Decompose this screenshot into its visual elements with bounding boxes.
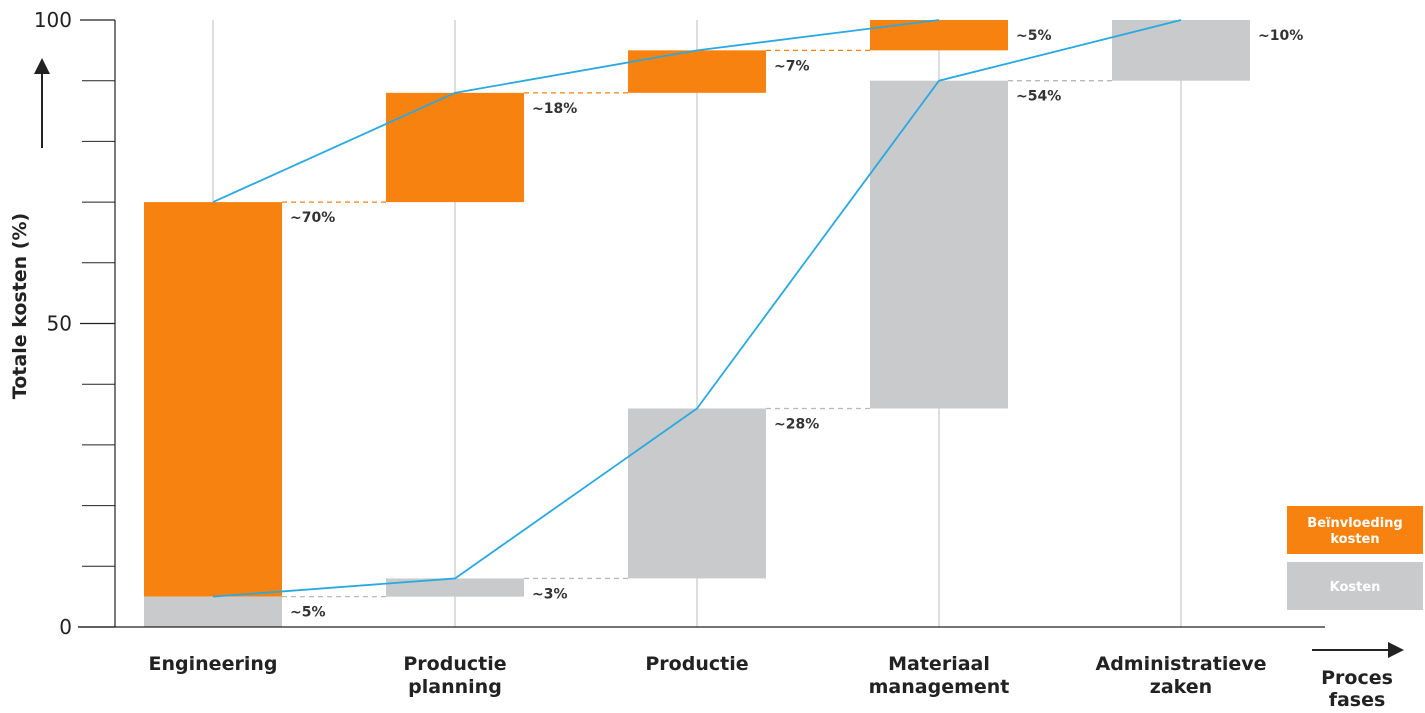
legend-label: Beïnvloeding — [1307, 516, 1402, 531]
legend-label: Kosten — [1330, 580, 1381, 595]
cost-data-label: ~54% — [1016, 89, 1061, 105]
y-tick-label: 0 — [59, 615, 72, 639]
category-label: Productie — [403, 653, 506, 675]
cost-bar — [386, 578, 524, 597]
category-label: planning — [408, 676, 502, 698]
cost-data-label: ~3% — [532, 587, 568, 603]
category-label: Productie — [645, 653, 748, 675]
cost-bar — [870, 80, 1008, 409]
influence-bar — [386, 92, 524, 203]
y-axis-label: Totale kosten (%) — [9, 213, 31, 399]
cost-bar — [1112, 20, 1250, 81]
y-tick-label: 50 — [47, 312, 72, 336]
influence-data-label: ~70% — [290, 210, 335, 226]
influence-bar — [628, 50, 766, 93]
legend-swatch — [1287, 562, 1423, 610]
category-label: Materiaal — [888, 653, 990, 675]
legend-label: kosten — [1330, 532, 1379, 547]
influence-bar — [870, 20, 1008, 51]
y-axis-arrow-head — [34, 58, 50, 74]
cost-data-label: ~28% — [774, 416, 819, 432]
cost-data-label: ~5% — [290, 605, 326, 621]
x-axis-label: Proces — [1321, 667, 1393, 689]
cost-bar — [144, 596, 282, 627]
cost-trend-line — [212, 19, 1182, 598]
influence-data-label: ~7% — [774, 58, 810, 74]
y-tick-label: 100 — [34, 8, 72, 32]
x-axis-arrow-head — [1388, 642, 1404, 658]
cost-bar — [628, 408, 766, 579]
category-label: zaken — [1150, 676, 1212, 698]
influence-data-label: ~18% — [532, 101, 577, 117]
x-axis-label: fases — [1329, 689, 1386, 711]
influence-bar — [144, 202, 282, 597]
cost-data-label: ~10% — [1258, 28, 1303, 44]
influence-trend-line — [212, 19, 940, 203]
category-label: Engineering — [149, 653, 278, 675]
legend-swatch — [1287, 506, 1423, 554]
influence-data-label: ~5% — [1016, 28, 1052, 44]
category-label: management — [869, 676, 1010, 698]
category-label: Administratieve — [1096, 653, 1267, 675]
